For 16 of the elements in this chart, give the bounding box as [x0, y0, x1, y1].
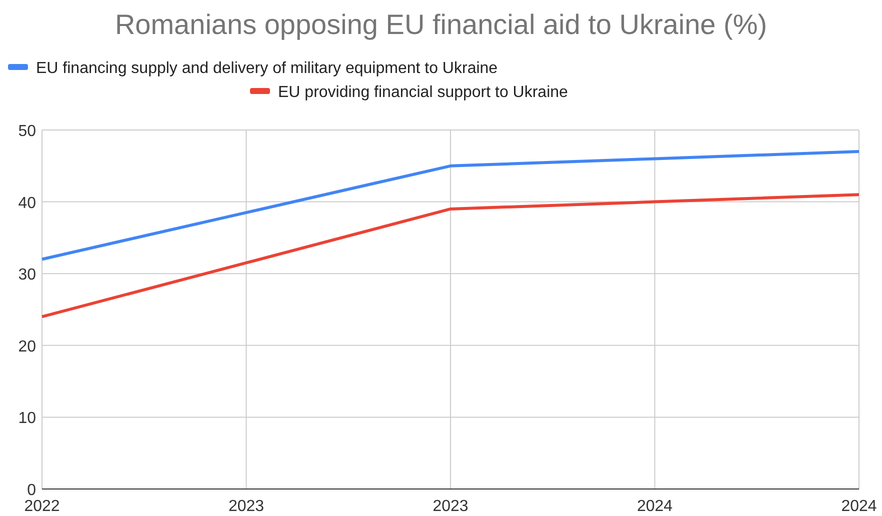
x-tick-label: 2022 — [24, 498, 60, 515]
x-tick-label: 2024 — [841, 498, 877, 515]
y-tick-label: 0 — [27, 482, 36, 499]
chart-title: Romanians opposing EU financial aid to Ukraine (%) — [114, 9, 768, 40]
y-tick-label: 10 — [18, 410, 36, 428]
line-series — [40, 150, 860, 261]
y-tick-label: 30 — [18, 266, 36, 284]
y-tick-label: 40 — [18, 194, 36, 212]
y-tick-label: 50 — [18, 123, 36, 140]
y-tick-label: 20 — [18, 338, 36, 356]
x-tick-label: 2024 — [636, 498, 673, 515]
legend-label: EU providing financial support to Ukraine — [278, 84, 568, 101]
x-tick-label: 2023 — [228, 498, 264, 515]
legend-label: EU financing supply and delivery of military equipment to Ukraine — [36, 60, 498, 77]
line-series — [40, 193, 860, 318]
x-tick-label: 2023 — [432, 498, 468, 515]
